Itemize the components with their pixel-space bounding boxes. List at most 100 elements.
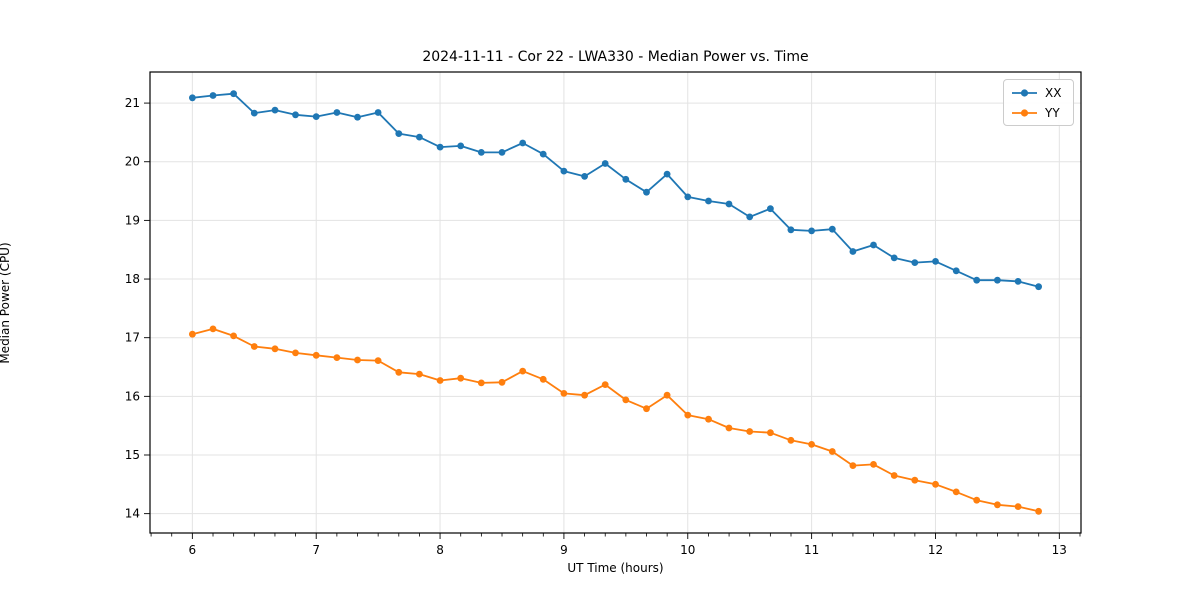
data-point-xx [911,259,919,266]
legend-label-yy: YY [1045,105,1060,120]
data-point-yy [1014,503,1022,510]
data-point-xx [498,149,506,156]
data-point-xx [663,170,671,178]
data-point-xx [1035,283,1042,291]
data-point-yy [808,441,815,448]
data-point-xx [890,254,898,262]
chart-title: 2024-11-11 - Cor 22 - LWA330 - Median Po… [422,49,809,65]
data-point-xx [622,175,630,183]
x-tick-label: 11 [804,543,819,557]
legend: XX YY [1003,79,1074,126]
data-point-xx [395,130,403,138]
data-point-yy [622,396,630,404]
x-tick-label: 6 [189,543,197,557]
data-point-xx [230,90,238,98]
data-point-yy [354,356,361,364]
plot-border [149,71,1082,534]
data-point-xx [312,113,320,120]
data-point-yy [767,429,774,437]
data-point-yy [828,448,836,455]
data-point-yy [890,472,898,479]
data-point-yy [333,354,341,361]
data-point-xx [767,205,774,213]
data-point-yy [271,345,279,353]
data-point-yy [436,377,444,384]
x-axis-minor-ticks [150,533,1081,537]
data-point-yy [230,332,238,340]
x-tick-label: 7 [312,543,320,557]
data-point-xx [808,227,815,235]
data-point-xx [354,113,361,121]
data-point-yy [952,488,960,496]
data-point-xx [787,226,795,234]
data-point-xx [436,143,444,151]
data-point-xx [1014,278,1022,285]
data-point-xx [601,160,609,167]
data-point-yy [849,462,857,469]
data-point-yy [787,436,795,444]
data-point-xx [746,213,754,221]
x-axis-label: UT Time (hours) [567,561,664,575]
data-point-yy [374,357,382,364]
x-axis-ticks: 6 7 8 9 10 11 12 13 [189,533,1067,557]
data-point-yy [973,496,981,504]
series-yy [189,325,1042,515]
data-point-yy [663,391,671,399]
data-point-yy [601,381,609,388]
y-tick-label: 15 [125,448,140,462]
data-point-xx [973,276,981,284]
x-tick-label: 8 [436,543,444,557]
data-point-yy [457,374,465,382]
data-point-xx [643,188,650,196]
data-point-yy [250,343,258,350]
data-point-yy [932,480,939,488]
legend-marker-yy-icon [1012,108,1037,117]
y-tick-label: 18 [125,272,140,286]
data-point-yy [292,349,299,357]
x-tick-label: 9 [560,543,568,557]
data-point-xx [952,267,960,275]
y-tick-label: 14 [125,507,140,521]
y-tick-label: 16 [125,389,140,403]
data-point-yy [725,424,733,432]
data-point-yy [560,390,568,397]
data-point-yy [705,415,712,423]
legend-entry-yy: YY [1011,104,1065,121]
y-tick-label: 20 [125,155,140,169]
data-point-yy [684,411,692,419]
data-point-xx [932,258,939,265]
x-tick-label: 13 [1052,543,1067,557]
data-point-yy [416,370,423,378]
x-tick-label: 12 [928,543,943,557]
data-point-yy [395,368,403,376]
data-point-yy [870,461,877,468]
data-point-yy [1035,507,1042,515]
data-point-xx [994,276,1001,284]
data-point-xx [519,139,527,147]
data-point-yy [312,351,320,359]
data-point-yy [911,476,919,484]
data-point-xx [705,197,712,205]
data-point-yy [994,501,1001,509]
data-point-yy [581,391,588,399]
series-xx [189,90,1042,291]
y-axis-label: Median Power (CPU) [0,242,12,364]
data-point-yy [643,405,650,413]
data-point-xx [828,225,836,233]
legend-entry-xx: XX [1011,84,1065,101]
data-point-yy [746,428,754,435]
data-point-xx [539,150,547,158]
grid [150,72,1081,533]
data-point-xx [457,142,465,150]
legend-label-xx: XX [1045,85,1062,100]
data-point-yy [209,325,217,333]
data-point-xx [250,109,258,117]
data-point-yy [477,379,485,387]
data-point-xx [560,167,568,175]
data-point-yy [189,330,196,338]
y-tick-label: 19 [125,213,140,227]
y-tick-label: 17 [125,331,140,345]
legend-marker-xx-icon [1012,88,1037,97]
data-point-xx [292,111,299,119]
